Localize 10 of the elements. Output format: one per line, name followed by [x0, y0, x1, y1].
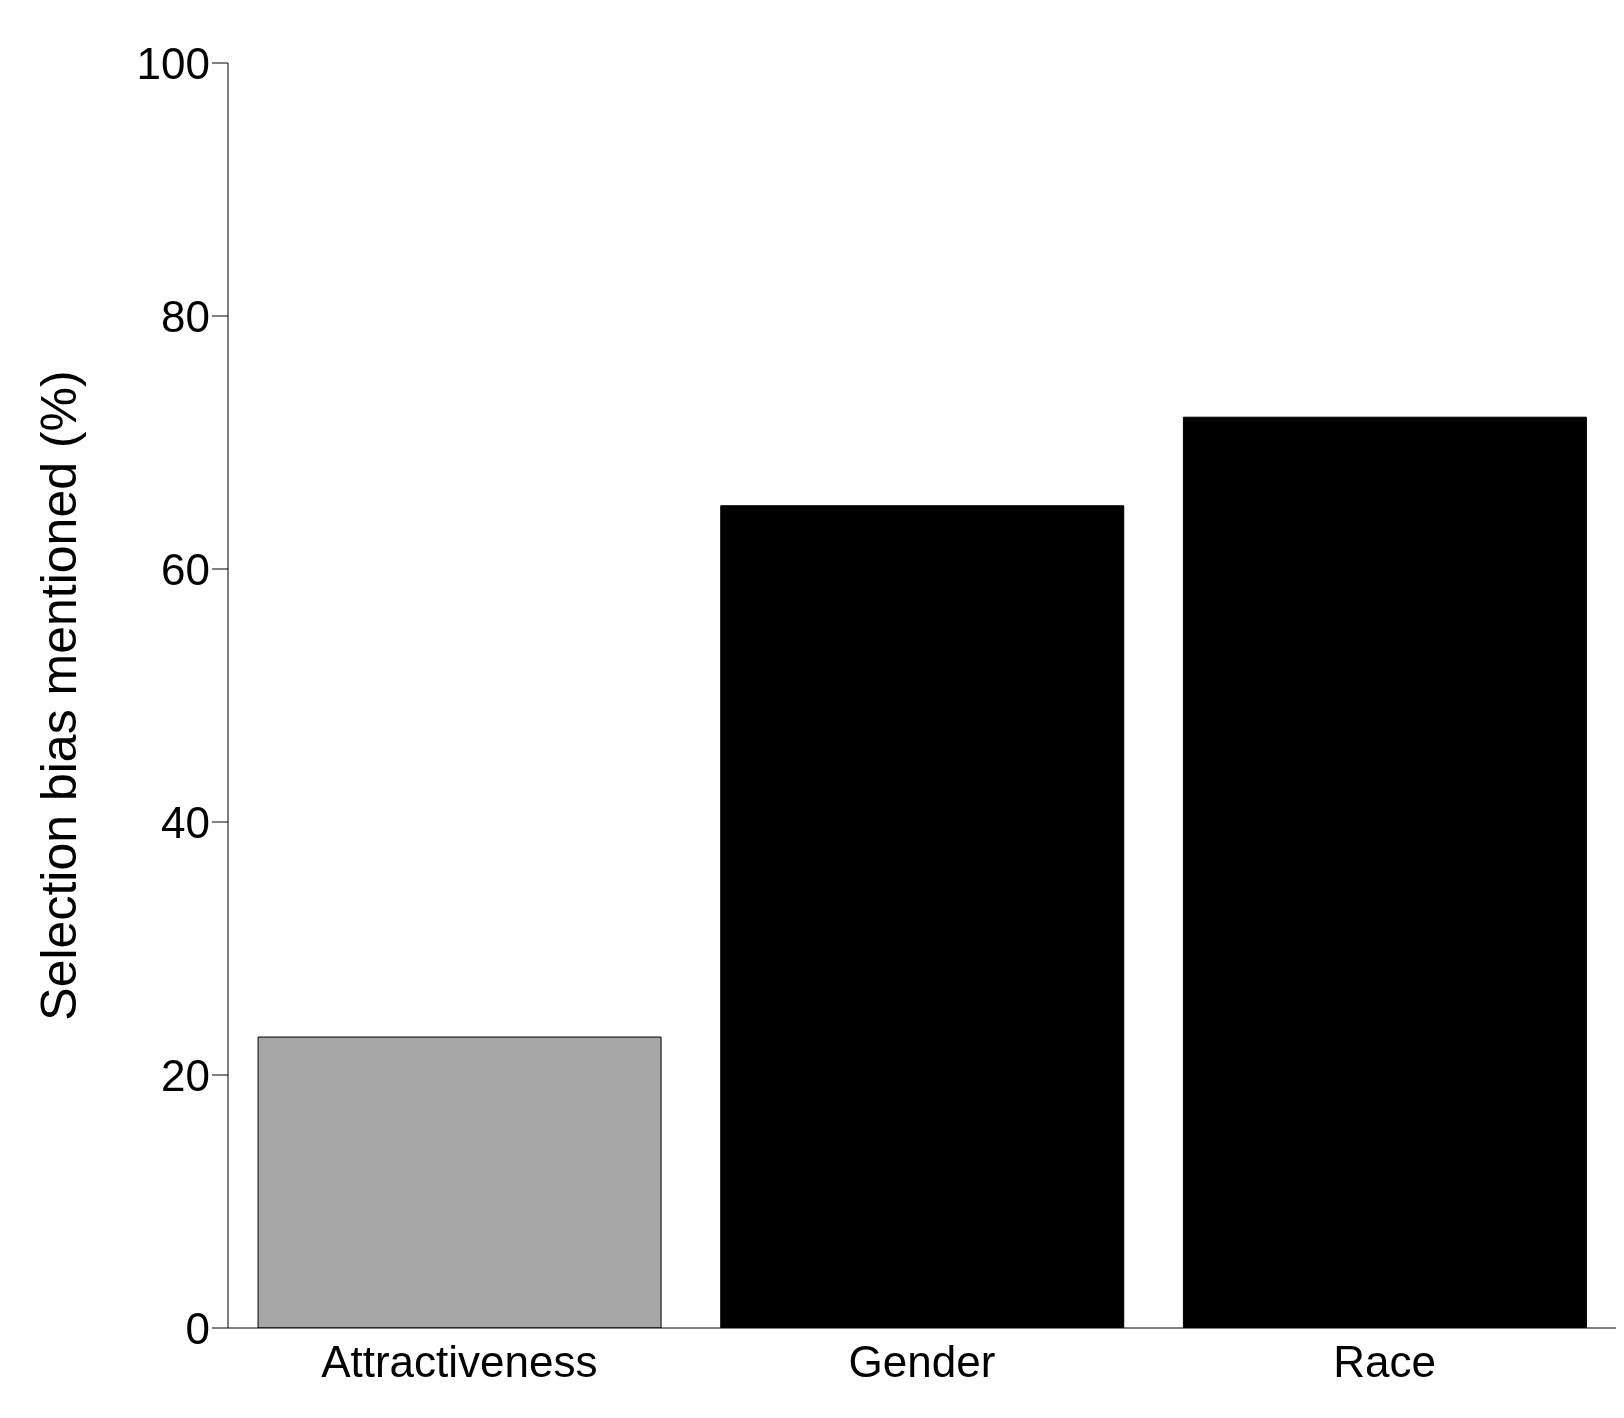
x-tick-label: Attractiveness [321, 1337, 598, 1387]
y-tick-label: 60 [161, 544, 210, 594]
y-axis-title: Selection bias mentioned (%) [30, 370, 87, 1021]
x-tick-label: Race [1333, 1337, 1437, 1387]
y-tick-label: 40 [161, 797, 210, 847]
y-tick-label: 20 [161, 1050, 210, 1100]
y-tick-label: 100 [136, 38, 210, 88]
y-tick-label: 0 [185, 1303, 210, 1353]
y-tick-label: 80 [161, 291, 210, 341]
x-tick-label: Gender [848, 1337, 996, 1387]
